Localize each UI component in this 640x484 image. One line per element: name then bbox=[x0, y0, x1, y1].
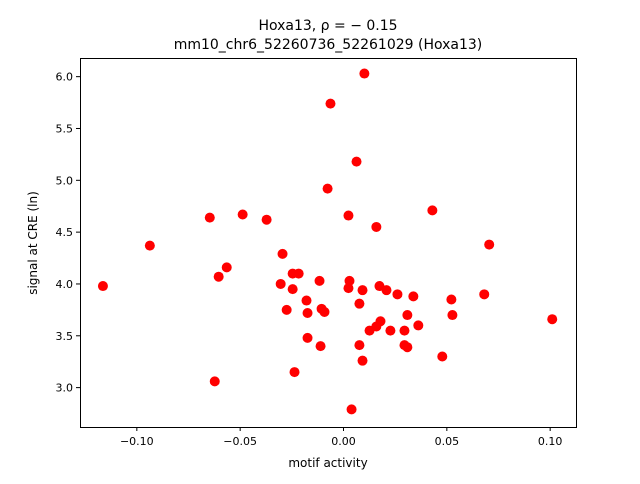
data-point bbox=[351, 156, 362, 167]
data-point bbox=[293, 268, 304, 279]
data-point bbox=[281, 304, 292, 315]
data-point bbox=[354, 340, 365, 351]
x-axis-label: motif activity bbox=[288, 456, 367, 470]
data-point bbox=[381, 285, 392, 296]
y-tick-label: 3.0 bbox=[56, 382, 74, 395]
data-points bbox=[97, 68, 558, 415]
data-point bbox=[319, 306, 330, 317]
y-tick-label: 6.0 bbox=[56, 71, 74, 84]
data-point bbox=[302, 332, 313, 343]
data-point bbox=[301, 295, 312, 306]
y-axis: 3.0 3.5 4.0 4.5 5.0 5.5 6.0 bbox=[56, 71, 80, 395]
data-point bbox=[204, 212, 215, 223]
data-point bbox=[315, 341, 326, 352]
data-point bbox=[447, 310, 458, 321]
data-point bbox=[364, 325, 375, 336]
data-point bbox=[402, 310, 413, 321]
y-tick-label: 4.5 bbox=[56, 226, 74, 239]
data-point bbox=[343, 210, 354, 221]
data-point bbox=[437, 351, 448, 362]
data-point bbox=[213, 271, 224, 282]
x-tick-label: −0.05 bbox=[223, 435, 257, 448]
x-axis: −0.10 −0.05 0.00 0.05 0.10 bbox=[120, 427, 562, 448]
data-point bbox=[302, 307, 313, 318]
data-point bbox=[237, 209, 248, 220]
data-point bbox=[427, 205, 438, 216]
data-point bbox=[322, 183, 333, 194]
data-point bbox=[261, 214, 272, 225]
x-tick-label: −0.10 bbox=[120, 435, 154, 448]
data-point bbox=[357, 285, 368, 296]
y-tick-label: 5.5 bbox=[56, 122, 74, 135]
y-tick-label: 3.5 bbox=[56, 330, 74, 343]
data-point bbox=[354, 298, 365, 309]
data-point bbox=[408, 291, 419, 302]
data-point bbox=[359, 68, 370, 79]
plot-frame bbox=[80, 58, 577, 428]
x-tick-label: 0.00 bbox=[331, 435, 356, 448]
data-point bbox=[144, 240, 155, 251]
data-point bbox=[446, 294, 457, 305]
data-point bbox=[343, 283, 354, 294]
data-point bbox=[484, 239, 495, 250]
chart-title-line1: Hoxa13, ρ = − 0.15 bbox=[258, 18, 397, 34]
data-point bbox=[209, 376, 220, 387]
data-point bbox=[314, 275, 325, 286]
y-axis-label: signal at CRE (ln) bbox=[26, 191, 40, 295]
data-point bbox=[325, 98, 336, 109]
data-point bbox=[346, 404, 357, 415]
y-tick-label: 5.0 bbox=[56, 174, 74, 187]
data-point bbox=[413, 320, 424, 331]
data-point bbox=[97, 281, 108, 292]
data-point bbox=[479, 289, 490, 300]
x-tick-label: 0.05 bbox=[435, 435, 460, 448]
data-point bbox=[289, 367, 300, 378]
x-tick-label: 0.10 bbox=[538, 435, 563, 448]
data-point bbox=[221, 262, 232, 273]
data-point bbox=[371, 221, 382, 232]
data-point bbox=[385, 325, 396, 336]
data-point bbox=[402, 342, 413, 353]
data-point bbox=[277, 248, 288, 259]
y-tick-label: 4.0 bbox=[56, 278, 74, 291]
chart-title-line2: mm10_chr6_52260736_52261029 (Hoxa13) bbox=[174, 37, 483, 53]
data-point bbox=[399, 325, 410, 336]
data-point bbox=[547, 314, 558, 325]
data-point bbox=[275, 278, 286, 289]
data-point bbox=[392, 289, 403, 300]
data-point bbox=[287, 284, 298, 295]
data-point bbox=[357, 355, 368, 366]
